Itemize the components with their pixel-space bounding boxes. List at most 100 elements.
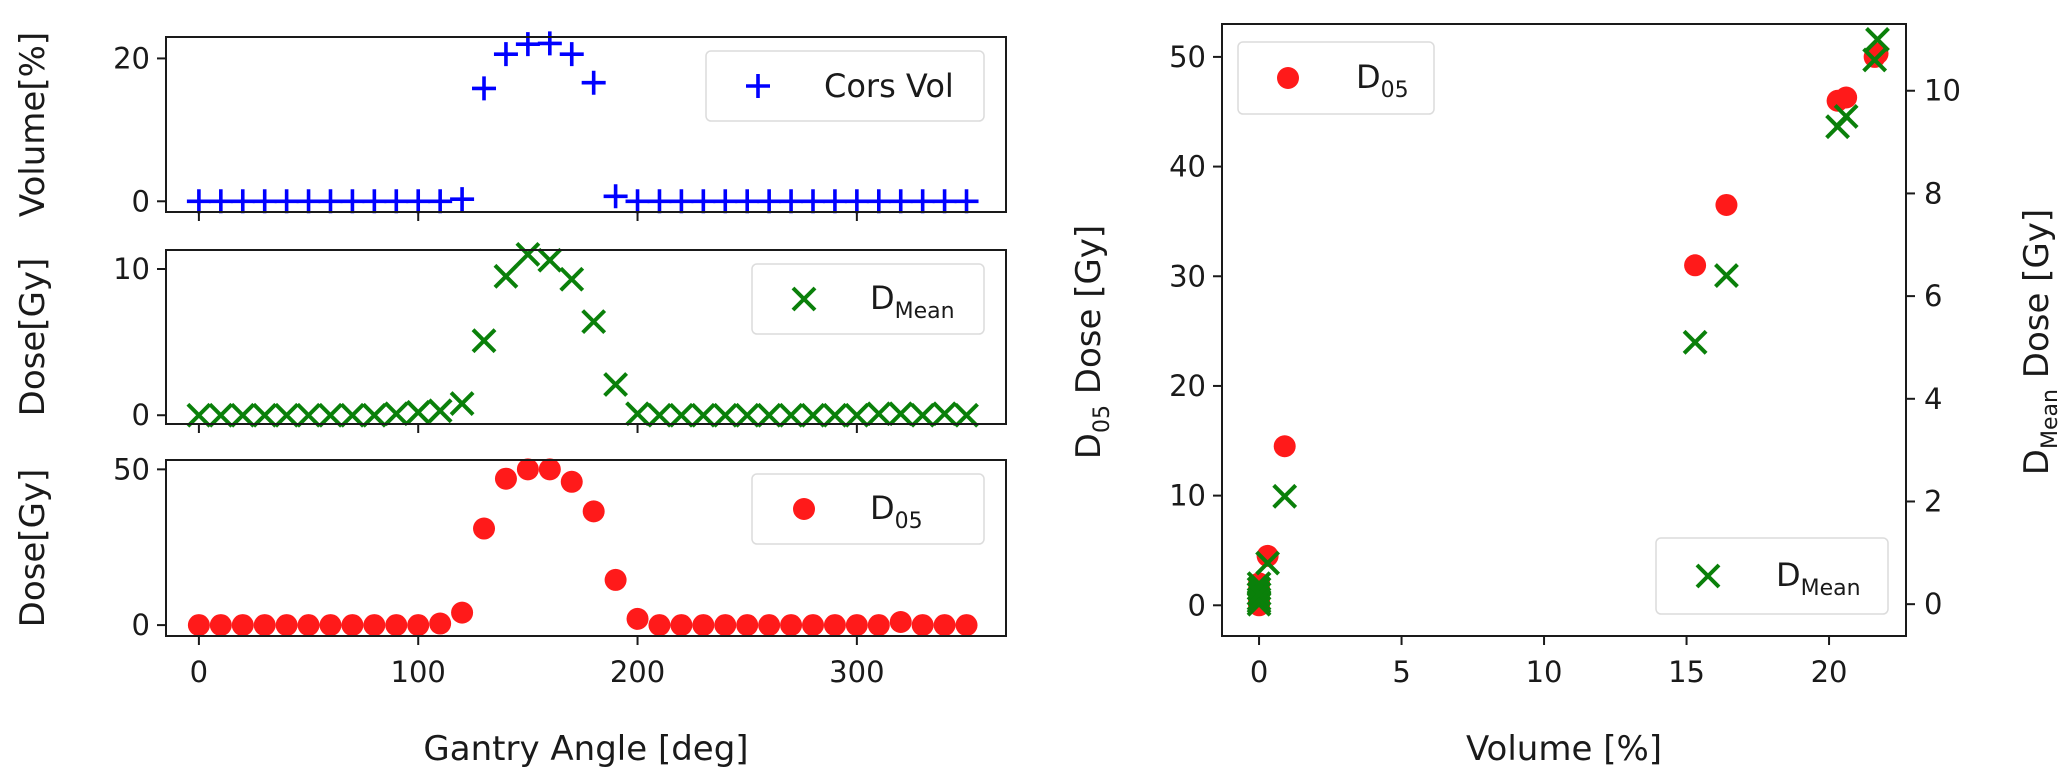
volume-point: [340, 189, 365, 214]
series-D05-point: [1273, 435, 1296, 458]
dmean-point: [734, 402, 760, 428]
dmean-point: [888, 401, 914, 427]
d05-point: [429, 612, 452, 635]
scatter-legend-dmean: [1655, 537, 1889, 615]
scatter-legend-d05-label: D05: [1356, 58, 1409, 103]
scatter-ytick-right-label: 2: [1924, 484, 1942, 518]
d05-legend: [751, 473, 985, 545]
d05-legend-marker: [793, 498, 815, 520]
d05-point: [867, 614, 890, 637]
scatter-ytick-right-label: 0: [1924, 587, 1942, 621]
volume-point: [186, 189, 211, 214]
dmean-point: [405, 399, 431, 425]
scatter-ylabel-right: DMean Dose [Gy]: [2017, 209, 2063, 475]
volume-point: [932, 189, 957, 214]
volume-point: [866, 189, 891, 214]
series-DMean-point: [1246, 581, 1272, 607]
series-DMean-point: [1682, 329, 1708, 355]
volume-legend: [705, 50, 985, 122]
d05-point: [648, 614, 671, 637]
dmean-point: [800, 402, 826, 428]
d05-point: [670, 614, 693, 637]
volume-point: [691, 189, 716, 214]
d05-point: [231, 614, 254, 637]
volume-point: [208, 189, 233, 214]
d05-xlabel: Gantry Angle [deg]: [423, 729, 748, 769]
volume-point: [713, 189, 738, 214]
d05-xtick-label: 100: [391, 655, 446, 689]
d05-point: [626, 607, 649, 630]
dmean-point: [778, 402, 804, 428]
series-DMean-point: [1865, 26, 1890, 52]
dmean-point: [866, 401, 892, 427]
d05-point: [780, 614, 803, 637]
series-DMean-point: [1246, 571, 1272, 597]
d05-point: [911, 614, 934, 637]
dmean-point: [603, 372, 629, 397]
series-D05-point: [1715, 193, 1738, 216]
volume-point: [450, 187, 475, 212]
volume-point: [844, 189, 869, 214]
d05-point: [494, 467, 517, 490]
d05-point: [758, 614, 781, 637]
volume-point: [384, 189, 409, 214]
scatter-ytick-left-label: 10: [1169, 479, 1206, 513]
series-DMean-point: [1862, 47, 1888, 73]
scatter-ytick-left-label: 40: [1169, 150, 1206, 184]
dmean-point: [581, 309, 607, 335]
volume-legend-marker: [746, 74, 770, 98]
volume-point: [274, 189, 299, 214]
volume-point: [472, 76, 497, 101]
volume-point: [493, 42, 518, 67]
dmean-ytick-label: 0: [132, 398, 150, 432]
volume-point: [954, 189, 979, 214]
scatter-xlabel: Volume [%]: [1466, 729, 1662, 769]
volume-point: [318, 189, 343, 214]
dmean-point: [515, 241, 541, 267]
volume-point: [406, 189, 431, 214]
volume-ytick-label: 20: [113, 41, 150, 75]
scatter-ytick-right-label: 8: [1924, 176, 1942, 210]
dmean-point: [449, 391, 475, 416]
scatter-ylabel-left: D05 Dose [Gy]: [1069, 225, 1115, 459]
dmean-point: [756, 402, 782, 428]
volume-point: [603, 184, 628, 209]
volume-point: [537, 31, 562, 56]
volume-point: [669, 189, 694, 214]
series-DMean-point: [1833, 104, 1859, 129]
scatter-ytick-right-label: 10: [1924, 74, 1961, 108]
volume-point: [779, 189, 804, 214]
volume-point: [647, 189, 672, 214]
d05-ylabel: Dose[Gy]: [13, 469, 53, 628]
dmean-legend: [751, 263, 985, 335]
dmean-ytick-label: 10: [113, 252, 150, 286]
series-DMean-point: [1714, 263, 1739, 288]
d05-point: [253, 614, 276, 637]
dmean-point: [208, 402, 234, 428]
panel-d05: [157, 458, 1007, 645]
series-D05-point: [1835, 86, 1858, 109]
d05-point: [604, 568, 627, 591]
dmean-point: [361, 402, 387, 428]
scatter-xtick-label: 20: [1811, 655, 1848, 689]
d05-legend-label: D05: [870, 489, 923, 534]
dmean-point: [318, 402, 343, 428]
scatter-xtick-label: 5: [1392, 655, 1410, 689]
d05-point: [692, 614, 715, 637]
dmean-point: [559, 266, 585, 292]
volume-ylabel: Volume[%]: [13, 32, 53, 217]
dmean-point: [252, 402, 278, 428]
volume-point: [822, 189, 847, 214]
d05-point: [385, 614, 408, 637]
series-DMean-point: [1246, 576, 1272, 602]
scatter-ytick-left-label: 0: [1188, 588, 1206, 622]
d05-point: [736, 614, 759, 637]
dmean-frame: [165, 249, 1007, 425]
d05-point: [538, 458, 561, 481]
volume-point: [757, 189, 782, 214]
dmean-point: [822, 402, 848, 428]
d05-point: [275, 614, 298, 637]
scatter-legend-d05: [1237, 41, 1435, 115]
panel-scatter-volume: [1213, 23, 1915, 645]
dmean-point: [340, 402, 365, 428]
